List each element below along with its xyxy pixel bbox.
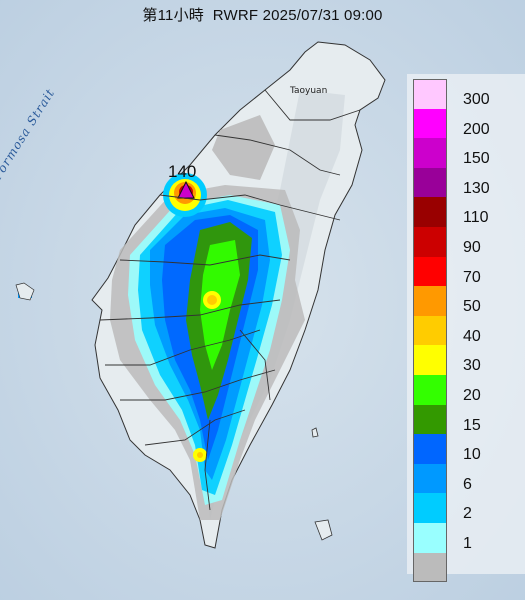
rain-area-1 [212,115,275,180]
legend-label: 90 [463,238,481,256]
county-boundary [99,299,281,321]
green-island [311,427,319,438]
rain-cell-2 [207,295,217,305]
rain-area-30 [200,240,240,370]
legend-label: 70 [463,268,481,286]
legend-item: 15 [413,404,525,435]
county-boundary [120,369,276,401]
legend-swatch [413,138,447,168]
rain-cell-4 [197,452,203,458]
legend-item: 20 [413,374,525,405]
legend-item: 110 [413,197,525,227]
legend-label: 2 [463,505,472,523]
legend-swatch [413,256,447,287]
legend-swatch [413,197,447,227]
legend-item: 6 [413,463,525,494]
legend-swatch [413,404,447,435]
legend-label: 110 [463,209,489,227]
legend-label: 6 [463,475,472,493]
legend-swatch [413,286,447,316]
legend-swatch [413,345,447,375]
county-boundaries [99,89,361,511]
county-boundary [239,329,271,401]
legend-item: 50 [413,286,525,316]
legend-label: 40 [463,327,481,345]
legend-swatch [413,108,447,139]
legend-swatch [413,434,447,464]
legend-item [413,552,525,583]
county-boundary [119,254,291,266]
legend-item: 30 [413,345,525,375]
legend-item: 10 [413,434,525,464]
max-rainfall-value: 140 [168,162,197,181]
legend-label: 1 [463,534,472,552]
county-boundary [105,329,261,366]
legend-swatch [413,167,447,198]
legend-item: 90 [413,226,525,257]
legend-swatch [413,226,447,257]
legend-swatch [413,463,447,494]
legend-item: 300 [413,79,525,109]
legend-item: 200 [413,108,525,139]
legend-swatch [413,374,447,405]
place-label-taoyuan: Taoyuan [290,86,328,96]
legend-label: 50 [463,298,481,316]
legend-label: 20 [463,386,481,404]
county-boundary [204,419,211,511]
penghu-islands [15,282,35,301]
county-boundary [264,89,361,121]
legend-item: 130 [413,167,525,198]
rainfall-overlay [18,115,305,520]
legend-label: 15 [463,416,481,434]
county-boundary [214,134,341,176]
legend-label: 200 [463,120,490,138]
orchid-island [314,519,333,541]
legend-label: 10 [463,446,481,464]
legend-item: 70 [413,256,525,287]
legend-swatch [413,79,447,109]
legend-swatch [413,552,447,583]
map-title: 第11小時 RWRF 2025/07/31 09:00 [142,7,383,24]
legend-label: 30 [463,357,481,375]
legend-label: 150 [463,150,490,168]
legend-swatch [413,493,447,523]
county-boundary [144,409,246,446]
rainfall-legend: 300 200 150 130 110 90 70 50 40 30 20 15 10 6 2 1 [413,79,525,583]
legend-swatch [413,522,447,553]
legend-item: 150 [413,138,525,168]
legend-label: 130 [463,179,490,197]
legend-item: 2 [413,493,525,523]
legend-label: 300 [463,91,490,108]
legend-item: 40 [413,315,525,346]
county-boundary [159,194,341,221]
legend-swatch [413,315,447,346]
legend-item: 1 [413,522,525,553]
